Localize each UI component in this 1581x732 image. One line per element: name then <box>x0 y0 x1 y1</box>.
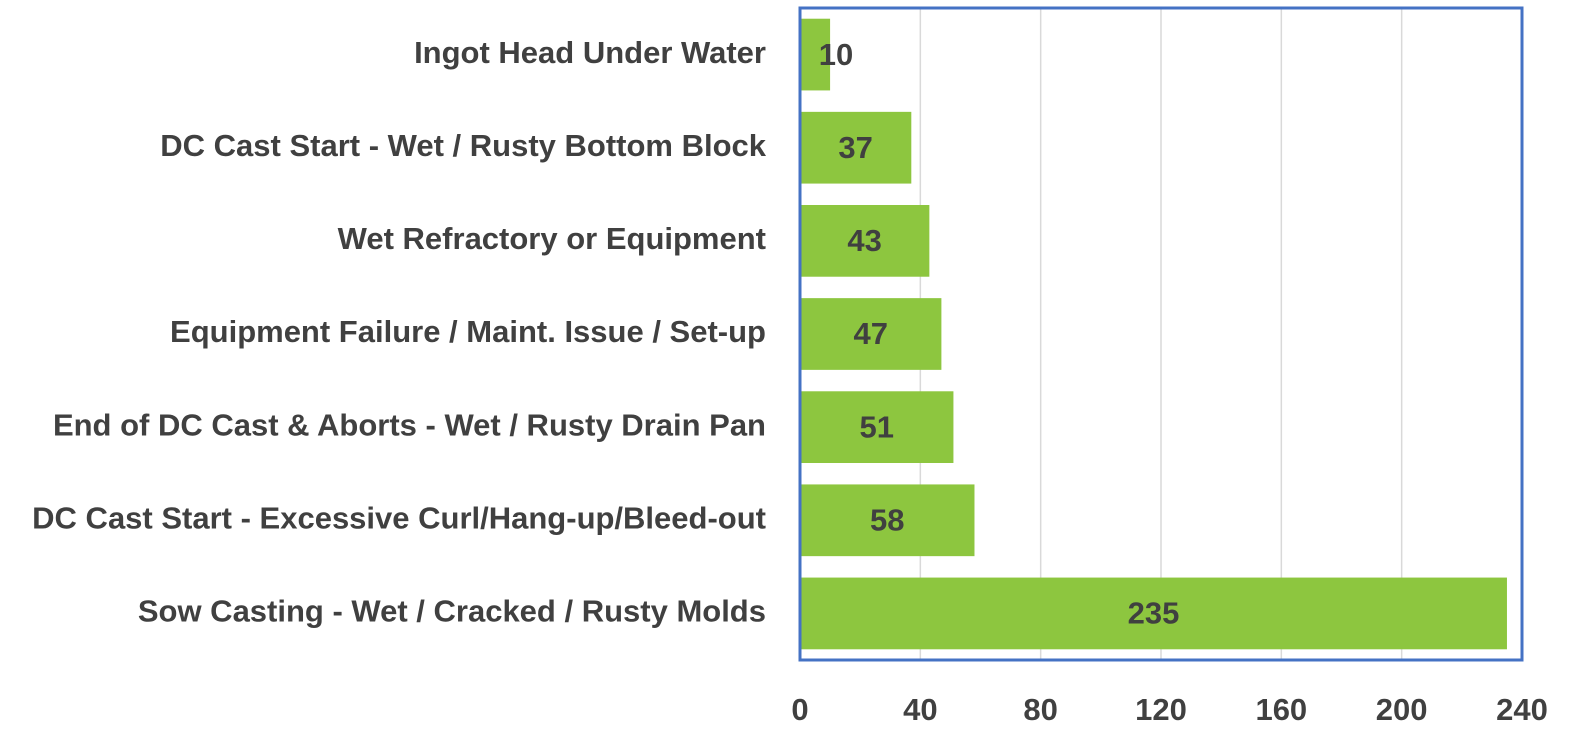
bar <box>800 204 930 277</box>
y-tick-label: DC Cast Start - Excessive Curl/Hang-up/B… <box>32 500 766 535</box>
data-label: 51 <box>859 409 893 444</box>
y-tick-label: Sow Casting - Wet / Cracked / Rusty Mold… <box>138 594 766 629</box>
x-tick-label: 160 <box>1255 692 1307 727</box>
x-tick-label: 120 <box>1135 692 1187 727</box>
y-tick-label: Ingot Head Under Water <box>414 35 766 70</box>
y-tick-label: Wet Refractory or Equipment <box>338 221 766 256</box>
bar <box>800 577 1507 650</box>
data-label: 10 <box>819 37 853 72</box>
data-label: 47 <box>853 316 887 351</box>
x-tick-label: 0 <box>791 692 808 727</box>
x-tick-label: 80 <box>1023 692 1057 727</box>
y-tick-label: End of DC Cast & Aborts - Wet / Rusty Dr… <box>53 407 766 442</box>
plot-border <box>798 6 1524 662</box>
data-label: 58 <box>870 502 904 537</box>
data-label: 43 <box>847 223 881 258</box>
data-label: 235 <box>1128 596 1180 631</box>
bar <box>800 391 954 464</box>
x-tick-label: 40 <box>903 692 937 727</box>
y-tick-label: DC Cast Start - Wet / Rusty Bottom Block <box>160 128 766 163</box>
bar <box>800 111 912 184</box>
x-tick-label: 200 <box>1376 692 1428 727</box>
bar <box>800 484 975 557</box>
bar <box>800 298 942 370</box>
data-label: 37 <box>838 130 872 165</box>
y-tick-label: Equipment Failure / Maint. Issue / Set-u… <box>170 314 766 349</box>
bar <box>800 18 831 91</box>
x-tick-label: 240 <box>1496 692 1548 727</box>
